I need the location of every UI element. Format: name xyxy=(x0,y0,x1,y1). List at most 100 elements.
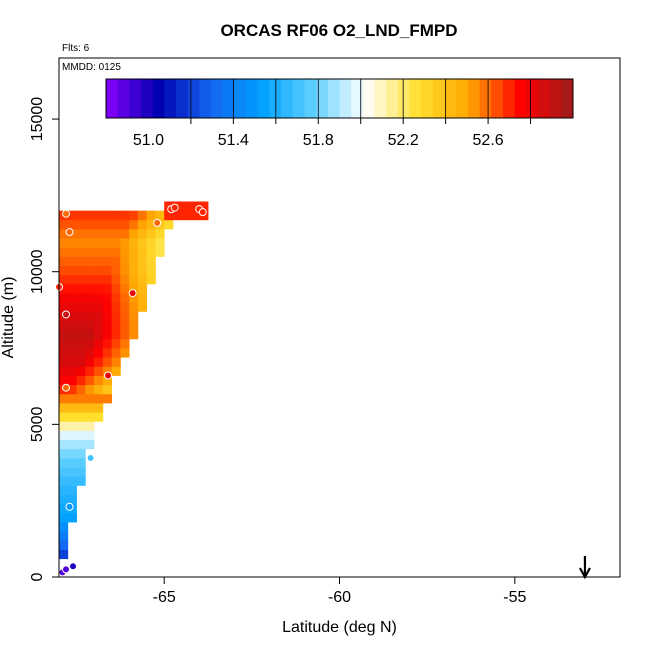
heatmap-cell xyxy=(94,393,104,404)
heatmap-cell xyxy=(120,293,130,303)
heatmap-cell xyxy=(120,329,130,340)
heatmap-cell xyxy=(111,302,121,312)
colorbar-frame xyxy=(105,78,574,119)
heatmap-cell xyxy=(59,448,69,459)
heatmap-cell xyxy=(76,329,86,340)
heatmap-cell xyxy=(111,265,121,276)
heatmap-cell xyxy=(190,201,200,212)
heatmap-cell xyxy=(94,256,104,266)
heatmap-cell xyxy=(102,238,112,248)
heatmap-cell xyxy=(85,375,95,386)
observation-point xyxy=(65,502,74,511)
heatmap-cell xyxy=(67,402,77,413)
heatmap-cell xyxy=(94,402,104,413)
heatmap-cell xyxy=(85,402,95,413)
heatmap-cell xyxy=(67,238,77,248)
heatmap-cell xyxy=(67,302,77,312)
heatmap-cell xyxy=(120,311,130,321)
heatmap-cell xyxy=(164,219,174,230)
colorbar-segment xyxy=(141,79,154,118)
heatmap-cell xyxy=(85,274,95,285)
heatmap-cell xyxy=(59,265,69,276)
colorbar-segment xyxy=(187,79,200,118)
heatmap-cell xyxy=(85,210,95,221)
heatmap-cell xyxy=(102,329,112,340)
colorbar-tick-label: 51.0 xyxy=(133,132,164,149)
observation-point xyxy=(86,453,95,462)
observation-point xyxy=(62,209,71,218)
heatmap-cell xyxy=(59,357,69,367)
heatmap-cell xyxy=(67,338,77,349)
heatmap-cell xyxy=(111,311,121,321)
heatmap-cell xyxy=(94,265,104,276)
heatmap-cell xyxy=(111,329,121,340)
heatmap-cell xyxy=(59,274,69,285)
heatmap-cell xyxy=(59,283,69,294)
heatmap-cell xyxy=(85,302,95,312)
heatmap-cell xyxy=(102,384,112,395)
heatmap-cell xyxy=(85,219,95,230)
heatmap-cell xyxy=(59,348,69,358)
heatmap-cell xyxy=(59,366,69,376)
heatmap-cell xyxy=(85,293,95,303)
heatmap-cell xyxy=(137,210,148,221)
x-tick-label: -55 xyxy=(503,589,526,606)
heatmap-cell xyxy=(181,201,191,212)
heatmap-cell xyxy=(94,238,104,248)
colorbar-segment xyxy=(164,79,177,118)
heatmap-cell xyxy=(146,256,156,266)
heatmap-cell xyxy=(102,219,112,230)
heatmap-cell xyxy=(164,210,174,221)
heatmap-cell xyxy=(137,302,148,312)
heatmap-cell xyxy=(155,228,165,239)
heatmap-cell xyxy=(76,384,86,395)
colorbar-segment xyxy=(444,79,457,118)
heatmap-cell xyxy=(76,421,86,431)
heatmap-cell xyxy=(129,293,139,303)
heatmap-cell xyxy=(199,201,209,212)
colorbar-segment xyxy=(397,79,411,118)
heatmap-cell xyxy=(111,256,121,266)
heatmap-cell xyxy=(120,228,130,239)
heatmap-cell xyxy=(59,494,69,505)
colorbar-segment xyxy=(316,79,329,118)
heatmap-cell xyxy=(129,329,139,340)
heatmap-cell xyxy=(76,238,86,248)
heatmap-cell xyxy=(172,210,183,221)
observation-point xyxy=(62,565,71,574)
heatmap-cell xyxy=(67,485,77,495)
heatmap-cell xyxy=(85,412,95,422)
heatmap-cell xyxy=(146,265,156,276)
observation-point xyxy=(153,218,162,227)
heatmap-cell xyxy=(137,283,148,294)
heatmap-cell xyxy=(76,210,86,221)
heatmap-cell xyxy=(129,311,139,321)
heatmap-cell xyxy=(111,210,121,221)
heatmap-cell xyxy=(94,274,104,285)
heatmap-cell xyxy=(111,293,121,303)
colorbar-segment xyxy=(339,79,352,118)
observation-point xyxy=(69,562,78,571)
colorbar-segment xyxy=(432,79,446,118)
heatmap-cell xyxy=(155,247,165,257)
heatmap-cell xyxy=(76,219,86,230)
colorbar-segment xyxy=(351,79,364,118)
heatmap-cell xyxy=(102,311,112,321)
heatmap-cell xyxy=(76,393,86,404)
observation-point xyxy=(170,203,179,212)
heatmap-cell xyxy=(67,467,77,477)
colorbar-tick-label: 52.2 xyxy=(388,132,419,149)
colorbar-tick-label: 51.8 xyxy=(303,132,334,149)
heatmap-cell xyxy=(102,357,112,367)
heatmap-cell xyxy=(59,430,69,441)
heatmap-cell xyxy=(137,219,148,230)
heatmap-cell xyxy=(111,219,121,230)
heatmap-cell xyxy=(102,283,112,294)
arrow-marker-head xyxy=(578,567,591,580)
y-tick-label: 5000 xyxy=(29,406,46,442)
heatmap-cell xyxy=(59,503,69,514)
heatmap-cell xyxy=(120,247,130,257)
heatmap-cell xyxy=(59,457,69,468)
heatmap-cell xyxy=(102,228,112,239)
heatmap-cell xyxy=(76,457,86,468)
